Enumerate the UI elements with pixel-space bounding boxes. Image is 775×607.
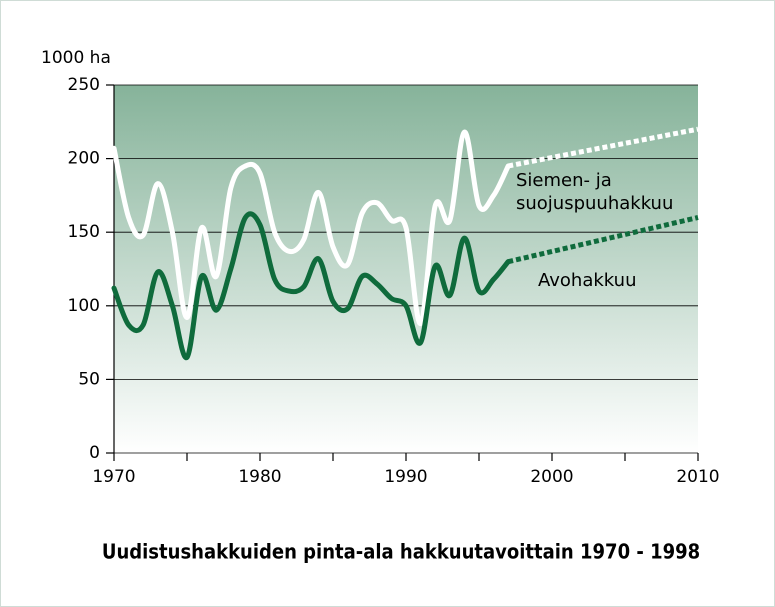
- y-tick-label: 100: [68, 296, 100, 316]
- projection-line: [507, 126, 699, 169]
- y-axis-label: 1000 ha: [41, 48, 111, 68]
- chart-title: Uudistushakkuiden pinta-ala hakkuutavoit…: [102, 540, 700, 564]
- x-tick-label: 1990: [384, 467, 427, 487]
- series-line: [111, 129, 511, 326]
- series-label: Siemen- ja suojuspuuhakkuu: [516, 170, 674, 214]
- x-tick-label: 1980: [238, 467, 281, 487]
- y-tick-label: 200: [68, 149, 100, 169]
- x-tick-label: 1970: [92, 467, 135, 487]
- y-tick-label: 50: [78, 369, 100, 389]
- series-label: Avohakkuu: [538, 270, 637, 291]
- y-tick-label: 150: [68, 222, 100, 242]
- y-tick-label: 0: [89, 443, 100, 463]
- x-tick-label: 2000: [530, 467, 573, 487]
- x-tick-label: 2010: [676, 467, 719, 487]
- projection-line: [507, 215, 699, 265]
- y-tick-label: 250: [68, 75, 100, 95]
- series-line: [111, 211, 511, 360]
